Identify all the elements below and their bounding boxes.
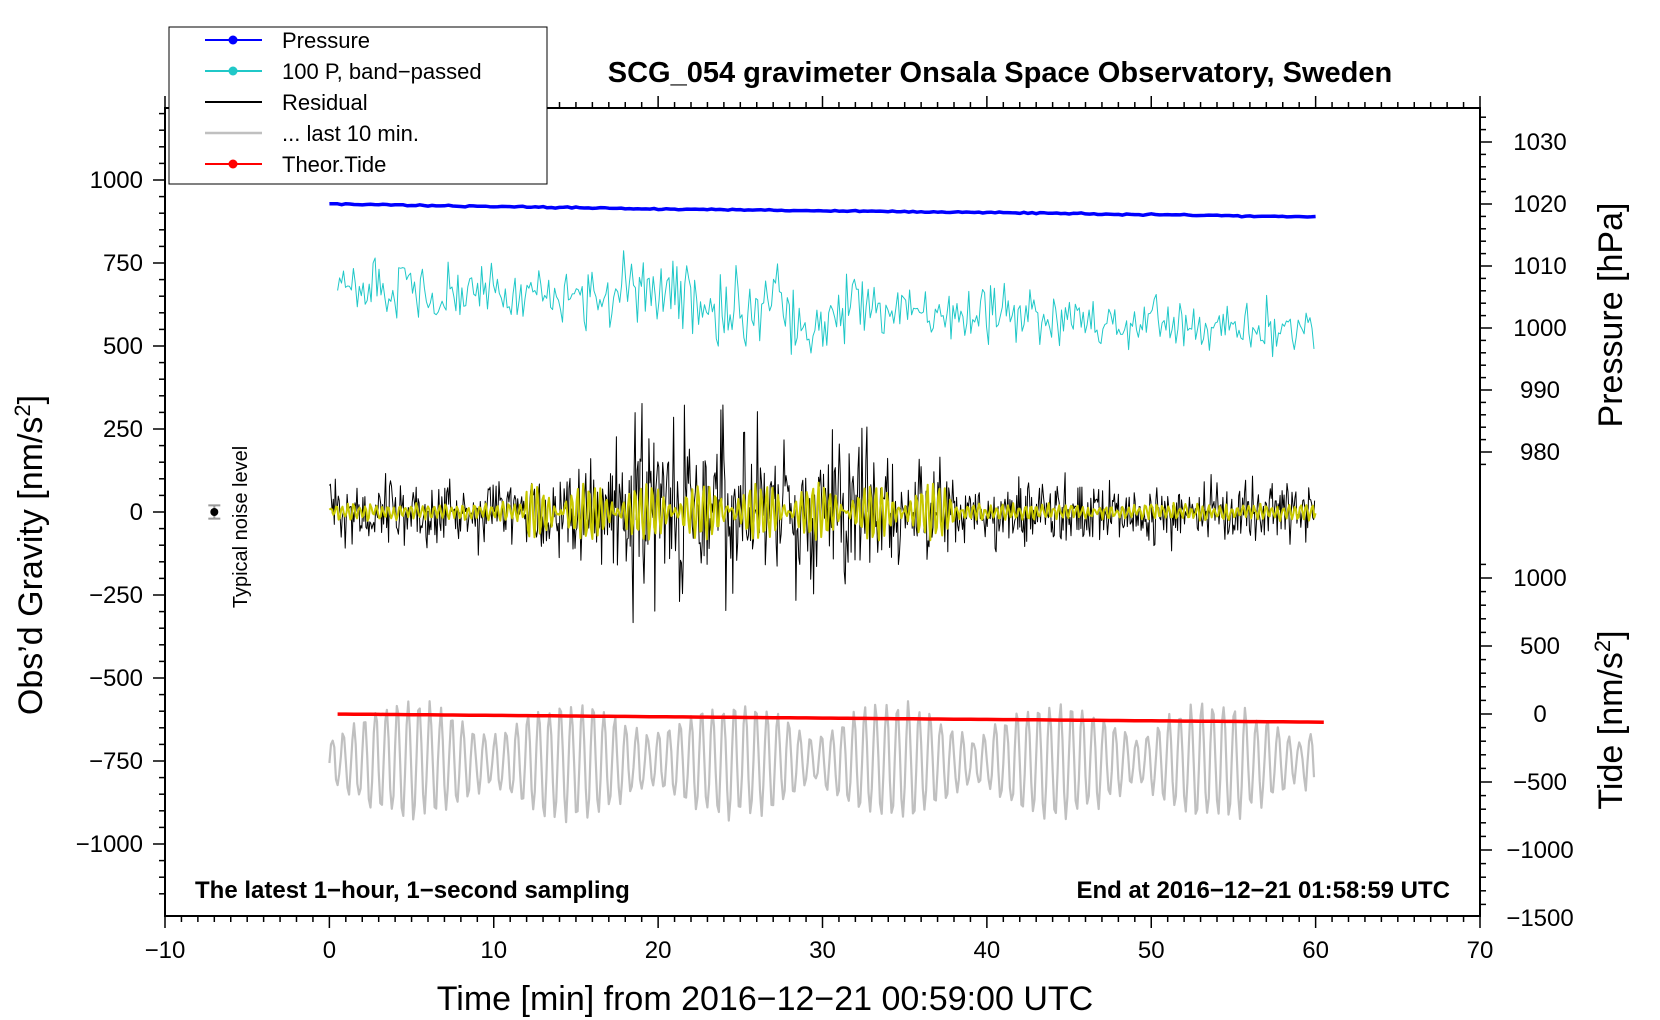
- x-tick-label: 20: [645, 937, 672, 964]
- y-tick-label: 500: [103, 333, 143, 360]
- x-tick-label: 30: [809, 937, 836, 964]
- pressure-tick-label: 980: [1520, 439, 1560, 466]
- legend-label: Pressure: [282, 28, 370, 53]
- tide-axis-label-sup: 2: [1590, 640, 1615, 652]
- x-tick-label: −10: [145, 937, 186, 964]
- pressure-tick-label: 1010: [1513, 253, 1566, 280]
- x-tick-label: 10: [480, 937, 507, 964]
- series-bandpassed: [337, 250, 1315, 358]
- legend-label: Residual: [282, 90, 368, 115]
- y-axis-label-main: Obs’d Gravity [nm/s: [12, 417, 50, 716]
- y-tick-label: 0: [130, 499, 143, 526]
- series-last-10-min: [328, 700, 1316, 824]
- chart-title: SCG_054 gravimeter Onsala Space Observat…: [608, 57, 1392, 89]
- tide-axis-label-end: ]: [1592, 630, 1630, 639]
- noise-level-label: Typical noise level: [230, 446, 252, 608]
- legend: Pressure 100 P, band−passed Residual ... la…: [168, 26, 548, 185]
- series-layer: [328, 201, 1324, 824]
- legend-label: Theor.Tide: [282, 152, 386, 177]
- tide-axis-label-main: Tide [nm/s: [1592, 652, 1630, 809]
- y-tick-label: 250: [103, 416, 143, 443]
- y-tick-label: −750: [89, 748, 143, 775]
- series-theor-tide: [337, 712, 1324, 724]
- ticks-layer: −10 0 10 20 30 40 50 60 7010007505002500−250−500…: [76, 96, 1574, 964]
- legend-label: ... last 10 min.: [282, 121, 419, 146]
- legend-label: 100 P, band−passed: [282, 59, 482, 84]
- y-axis-label: Obs’d Gravity [nm/s2]: [10, 395, 50, 715]
- legend-items: Pressure 100 P, band−passed Residual ... la…: [205, 28, 482, 177]
- tide-tick-label: 1000: [1513, 565, 1566, 592]
- x-tick-label: 0: [323, 937, 336, 964]
- x-tick-label: 50: [1138, 937, 1165, 964]
- pressure-axis-label: Pressure [hPa]: [1592, 203, 1630, 428]
- x-tick-label: 40: [974, 937, 1001, 964]
- noise-point: [210, 508, 219, 516]
- legend-marker: [228, 159, 238, 169]
- legend-box: [168, 26, 548, 185]
- y-tick-label: 1000: [90, 167, 143, 194]
- legend-marker: [228, 35, 238, 45]
- pressure-tick-label: 1030: [1513, 129, 1566, 156]
- y-tick-label: −1000: [76, 831, 143, 858]
- tide-tick-label: 500: [1520, 633, 1560, 660]
- pressure-tick-label: 990: [1520, 377, 1560, 404]
- tide-tick-label: 0: [1533, 701, 1546, 728]
- y-tick-label: −500: [89, 665, 143, 692]
- legend-marker: [228, 66, 238, 76]
- pressure-tick-label: 1000: [1513, 315, 1566, 342]
- note-right: End at 2016−12−21 01:58:59 UTC: [1076, 877, 1450, 904]
- tide-tick-label: −1000: [1506, 837, 1573, 864]
- y-axis-label-end: ]: [12, 395, 50, 404]
- y-tick-label: 750: [103, 250, 143, 277]
- noise-indicator: [208, 504, 221, 520]
- tide-tick-label: −1500: [1506, 905, 1573, 932]
- x-tick-label: 70: [1467, 937, 1494, 964]
- series-pressure: [329, 201, 1316, 219]
- x-tick-label: 60: [1302, 937, 1329, 964]
- y-axis-label-sup: 2: [10, 404, 35, 416]
- pressure-tick-label: 1020: [1513, 191, 1566, 218]
- note-left: The latest 1−hour, 1−second sampling: [195, 877, 630, 904]
- x-axis-label: Time [min] from 2016−12−21 00:59:00 UTC: [437, 980, 1093, 1018]
- series-residual-smoothed: [328, 481, 1317, 542]
- tide-axis-label: Tide [nm/s2]: [1590, 630, 1630, 809]
- tide-tick-label: −500: [1513, 769, 1567, 796]
- y-tick-label: −250: [89, 582, 143, 609]
